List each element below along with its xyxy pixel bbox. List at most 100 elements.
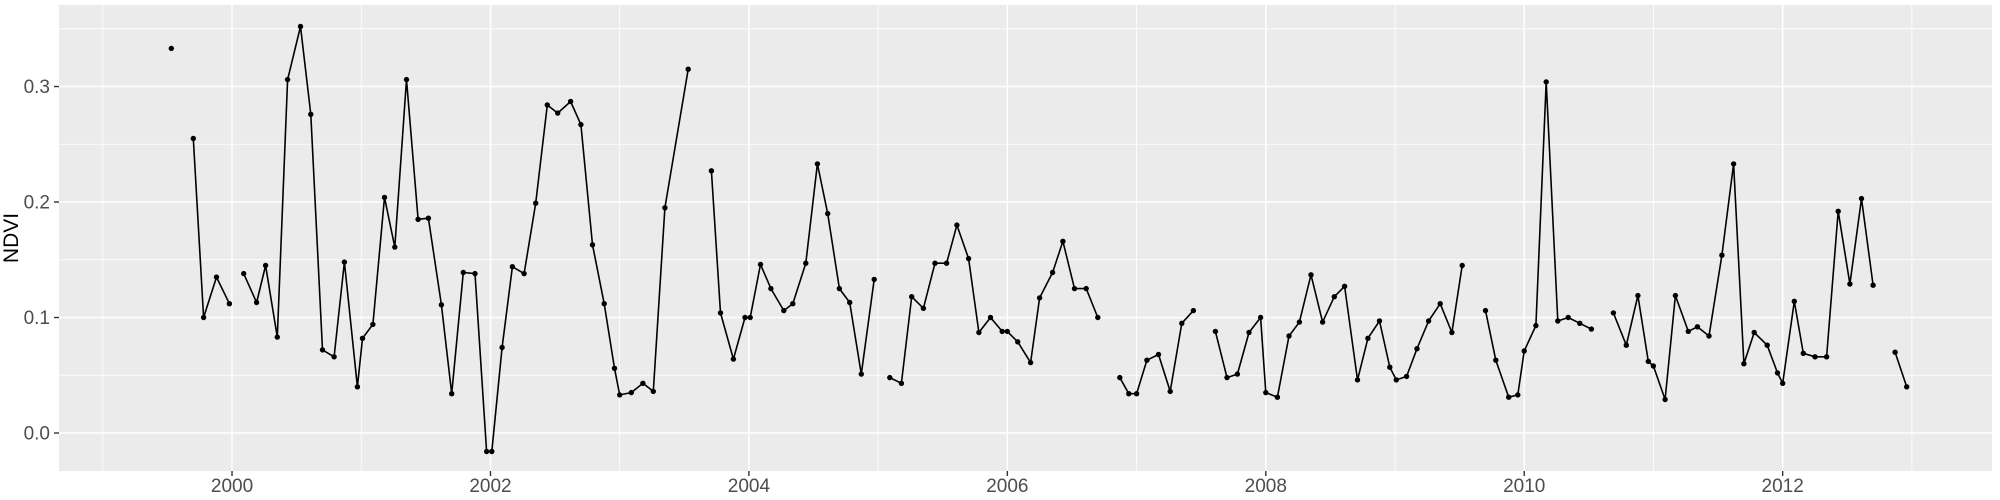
data-point <box>1331 294 1338 300</box>
data-point <box>1623 342 1630 348</box>
data-point <box>253 299 260 306</box>
data-point <box>1780 380 1786 386</box>
data-point <box>1892 349 1898 355</box>
data-point <box>483 448 490 455</box>
data-point <box>1774 370 1781 376</box>
y-tick-label: 0.2 <box>24 193 50 214</box>
data-point <box>932 260 938 266</box>
data-point <box>640 380 646 386</box>
data-point <box>803 260 809 266</box>
data-point <box>1224 374 1230 381</box>
data-point <box>1565 314 1571 321</box>
data-point <box>1730 161 1737 167</box>
data-point <box>1694 324 1701 330</box>
data-point <box>499 344 505 351</box>
data-point <box>1521 348 1527 354</box>
data-point <box>708 168 715 174</box>
data-point <box>628 389 634 396</box>
data-point <box>1354 377 1361 383</box>
ndvi-line-segment <box>1214 264 1463 399</box>
data-point <box>1246 329 1252 336</box>
data-point <box>1167 388 1173 395</box>
data-point <box>999 328 1005 335</box>
data-point <box>976 329 982 336</box>
data-point <box>650 388 656 395</box>
data-point <box>1387 364 1393 370</box>
y-tick-label: 0.3 <box>24 77 50 98</box>
data-point <box>1286 333 1292 339</box>
data-point <box>341 259 348 265</box>
data-point <box>1095 314 1101 321</box>
data-point <box>965 255 972 262</box>
data-point <box>1403 373 1410 380</box>
data-point <box>1117 374 1123 381</box>
data-point <box>730 356 737 362</box>
data-point <box>1341 283 1348 289</box>
data-point <box>825 210 831 217</box>
x-tick-label: 2008 <box>1245 476 1287 497</box>
data-point <box>1662 396 1668 403</box>
data-point <box>768 285 774 292</box>
data-point <box>241 270 247 277</box>
data-point <box>449 391 455 397</box>
data-point <box>1577 320 1583 326</box>
data-point <box>438 302 445 308</box>
data-point <box>472 270 478 277</box>
data-point <box>262 262 269 269</box>
data-point <box>1493 357 1499 363</box>
data-point <box>1144 357 1150 363</box>
data-point <box>460 269 466 276</box>
data-point <box>717 310 724 316</box>
data-point <box>1083 285 1089 292</box>
ndvi-line-segment <box>192 137 231 319</box>
data-point <box>898 380 905 386</box>
data-point <box>1482 307 1489 314</box>
data-point <box>1234 371 1241 377</box>
data-point <box>1515 392 1521 398</box>
data-point <box>1555 318 1561 324</box>
data-point <box>489 448 495 455</box>
data-point <box>1071 285 1078 292</box>
data-point <box>1706 333 1712 339</box>
data-point <box>284 76 291 83</box>
data-point <box>1155 351 1162 358</box>
data-point <box>1812 354 1818 360</box>
data-point <box>1800 350 1807 356</box>
data-point <box>1650 363 1657 369</box>
x-tick-label: 2000 <box>211 476 253 497</box>
data-point <box>601 301 607 307</box>
data-point <box>381 194 388 201</box>
data-point <box>168 45 174 52</box>
ndvi-line-segment <box>1894 351 1908 388</box>
data-point <box>847 299 853 306</box>
data-point <box>319 347 326 353</box>
data-point <box>1645 358 1652 365</box>
data-point <box>1870 282 1876 288</box>
data-point <box>814 161 821 167</box>
data-point <box>871 276 877 283</box>
y-axis-title: NDVI <box>0 213 23 263</box>
data-point <box>1610 310 1617 316</box>
data-point <box>1425 318 1432 324</box>
data-point <box>274 334 280 340</box>
data-point <box>1459 262 1465 269</box>
x-tick-label: 2002 <box>469 476 511 497</box>
data-point <box>521 270 527 277</box>
data-point <box>1376 318 1383 324</box>
data-point <box>308 111 314 118</box>
data-point <box>1635 292 1641 299</box>
data-point <box>226 301 233 307</box>
data-point <box>781 307 787 314</box>
data-point <box>920 305 927 311</box>
data-point <box>954 222 960 228</box>
data-point <box>544 102 550 108</box>
data-point <box>1414 346 1420 352</box>
plot-panel <box>59 5 1992 471</box>
data-point <box>943 260 950 266</box>
x-tick-label: 2010 <box>1503 476 1545 497</box>
data-point <box>555 110 561 116</box>
data-point <box>578 121 584 128</box>
data-point <box>1449 329 1455 336</box>
